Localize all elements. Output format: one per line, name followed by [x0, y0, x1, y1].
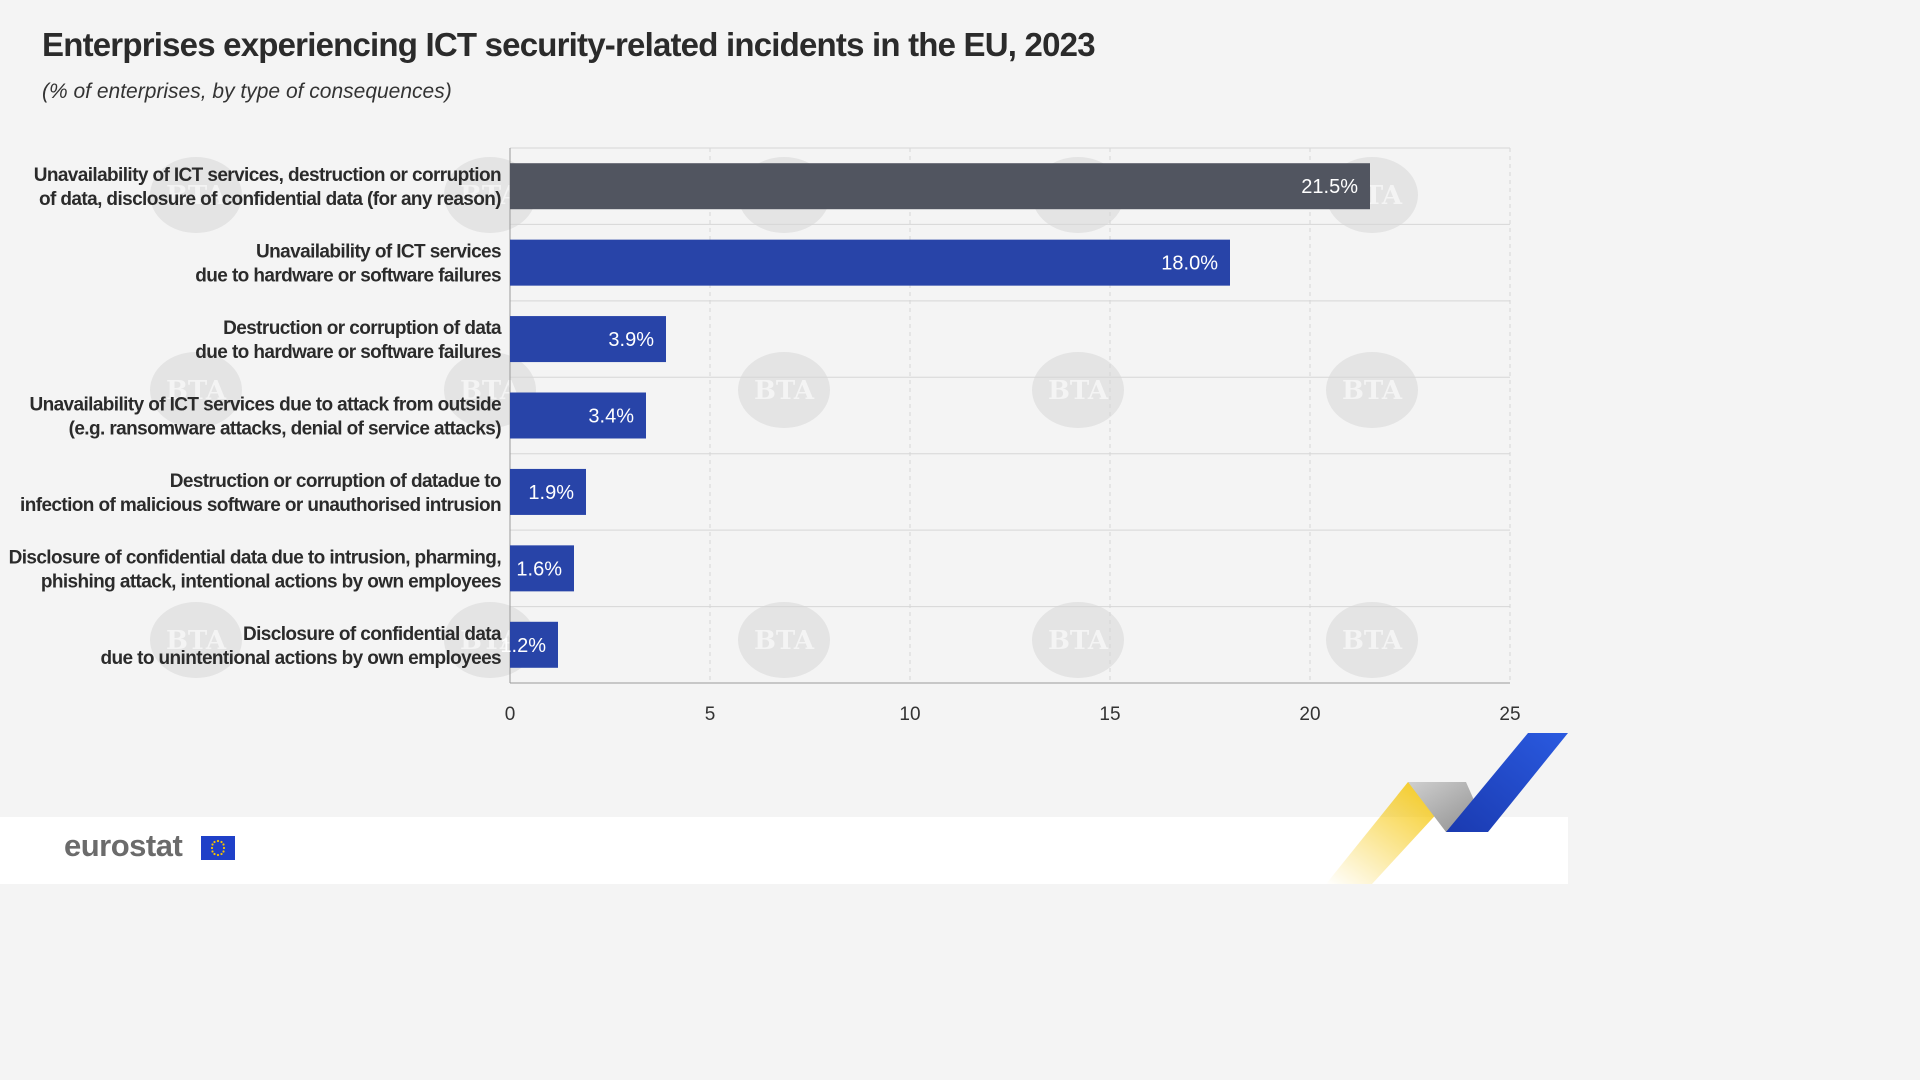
category-label: Disclosure of confidential data due to i…: [9, 547, 502, 568]
category-label: Destruction or corruption of data: [223, 318, 502, 339]
svg-text:BTA: BTA: [166, 376, 227, 406]
category-label: Unavailability of ICT services due to at…: [29, 395, 501, 416]
category-label: Destruction or corruption of datadue to: [170, 471, 501, 492]
svg-text:BTA: BTA: [166, 181, 227, 211]
watermark-icon: BTA: [1032, 352, 1124, 428]
bar-value-label: 18.0%: [1161, 253, 1218, 275]
watermark-icon: BTA: [150, 602, 242, 678]
bar: [510, 392, 646, 439]
category-label: Disclosure of confidential data: [243, 624, 502, 645]
category-label: (e.g. ransomware attacks, denial of serv…: [69, 419, 502, 440]
watermark-icon: BTA: [1326, 602, 1418, 678]
bar: [510, 468, 586, 515]
bar: [510, 621, 558, 668]
svg-text:BTA: BTA: [1342, 376, 1403, 406]
x-tick-label: 10: [899, 704, 920, 725]
category-label: infection of malicious software or unaut…: [20, 495, 501, 516]
bar-value-label: 3.9%: [608, 329, 654, 351]
category-label: Unavailability of ICT services: [256, 242, 501, 263]
category-label: due to hardware or software failures: [195, 266, 501, 287]
category-label: phishing attack, intentional actions by …: [41, 571, 501, 592]
bar: [510, 545, 574, 592]
eurostat-logo: eurostat: [64, 828, 183, 863]
bar: [510, 239, 1230, 286]
bar-value-label: 1.6%: [516, 558, 562, 580]
bar: [510, 163, 1370, 210]
x-tick-label: 15: [1099, 704, 1120, 725]
bar-chart: BTABTABTABTABTABTABTABTABTABTABTABTABTAB…: [9, 147, 1521, 725]
x-tick-label: 20: [1299, 704, 1320, 725]
bar-value-label: 3.4%: [588, 406, 634, 428]
watermark-icon: BTA: [738, 602, 830, 678]
category-label: due to unintentional actions by own empl…: [100, 648, 501, 669]
chart-subtitle: (% of enterprises, by type of consequenc…: [42, 80, 452, 103]
svg-text:BTA: BTA: [166, 626, 227, 656]
watermark-icon: BTA: [150, 352, 242, 428]
watermark-icon: BTA: [1326, 352, 1418, 428]
category-label: due to hardware or software failures: [195, 342, 501, 363]
bar-value-label: 21.5%: [1301, 176, 1358, 198]
x-tick-label: 25: [1499, 704, 1520, 725]
chart-title: Enterprises experiencing ICT security-re…: [42, 26, 1096, 63]
x-tick-label: 0: [505, 704, 516, 725]
svg-text:BTA: BTA: [1342, 626, 1403, 656]
watermark-icon: BTA: [1032, 602, 1124, 678]
watermark-icon: BTA: [738, 352, 830, 428]
svg-text:BTA: BTA: [754, 626, 815, 656]
watermark-icon: BTA: [150, 157, 242, 233]
category-label: of data, disclosure of confidential data…: [39, 189, 501, 210]
svg-text:BTA: BTA: [1048, 626, 1109, 656]
eu-flag-icon: [201, 836, 235, 860]
category-label: Unavailability of ICT services, destruct…: [34, 165, 501, 186]
svg-text:BTA: BTA: [1048, 376, 1109, 406]
svg-text:BTA: BTA: [754, 376, 815, 406]
footer-band: [0, 817, 1568, 884]
decorative-ribbon: [1326, 733, 1568, 884]
bar-value-label: 1.9%: [528, 482, 574, 504]
bar-value-label: 1.2%: [500, 635, 546, 657]
x-tick-label: 5: [705, 704, 716, 725]
bar: [510, 316, 666, 363]
